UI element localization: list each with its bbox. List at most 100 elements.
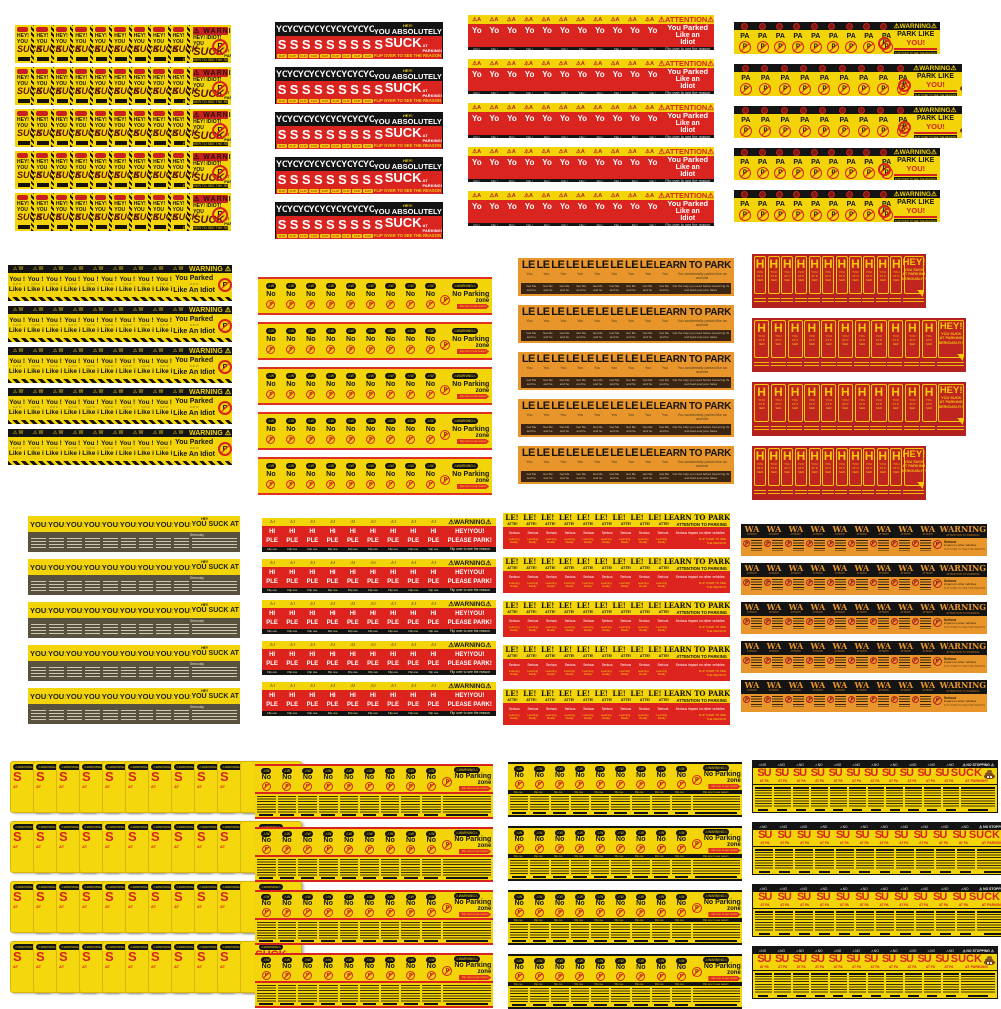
at-tiny: AT — [36, 783, 42, 789]
ple-token: PLE — [266, 701, 278, 708]
warning-badge: ⚠WARNING⚠ — [451, 463, 478, 469]
warning-label: WARNING ⚠ — [188, 266, 232, 273]
separator: : — [64, 608, 66, 615]
sticker-strip: ⚠! ⚠! ⚠! ⚠! ⚠! ⚠! ⚠! ⚠! ⚠! ⚠WARNING⚠ HI HI HI HI HI HI H… — [262, 682, 496, 716]
please-park-label: PLEASE PARK! — [447, 619, 492, 626]
tiny-tail: and lead everyone hates — [684, 382, 718, 387]
at-parking-label: AT PARKING! — [965, 779, 989, 784]
black-band: WA WA WA WA WA WA WA WA WA WARNING ATTENTI ATTENTI A… — [741, 524, 987, 538]
attention-row: ATTE! ATTE! ATTE! ATTE! ATTE! ATTE! ATTE! ATTE!… — [503, 654, 730, 659]
su-token: SU — [792, 953, 807, 966]
no-parking-icon: P — [286, 345, 296, 354]
red-body: HI HI HI HI HI HI HI HI HI HEY!YOU! PLE PLE PLE PLE PL… — [262, 649, 496, 670]
mini-warning-badge: ⚠W — [365, 283, 376, 289]
yo-token: Yo — [507, 202, 517, 211]
mini-sticker: ⚠W No P — [632, 957, 650, 981]
olive-band: Seriously — [28, 575, 240, 595]
flip-block: FLIP OVER TO SEE THE REASON — [671, 625, 728, 634]
micro-print — [787, 426, 803, 432]
no-label: No — [385, 774, 395, 781]
no-parking-icon: P — [890, 617, 898, 625]
micro-print — [192, 667, 238, 679]
impact-label: impact on other vehicles — [943, 699, 977, 704]
attn-token: ATTENTI — [878, 572, 889, 576]
no-parking-icon: P — [818, 125, 831, 137]
micro-print — [862, 298, 874, 304]
mini-card: H YOU AT P SER — [904, 320, 920, 358]
yellow-band: LE! LE! LE! LE! LE! LE! LE! LE! LE! LEARN TO PARK… — [503, 689, 730, 704]
tiny-token: Get Me — [626, 283, 636, 288]
no-parking-icon: P — [426, 781, 436, 791]
no-parking-icon: P — [845, 167, 858, 179]
you-token: You — [560, 460, 567, 464]
le-token: LE! — [612, 689, 626, 698]
hi-token: HI — [289, 569, 296, 576]
mini-flip-bar — [115, 99, 127, 103]
you-token: YOU: — [155, 648, 174, 658]
micro-print — [814, 695, 826, 708]
su-token: SU — [792, 767, 807, 780]
warning-token: ⚠ W — [32, 430, 44, 436]
black-bar — [552, 875, 567, 878]
micro-print — [875, 298, 888, 304]
really-tiny: Really — [657, 540, 666, 545]
micro-print — [156, 538, 172, 550]
warning-label: WARNING ⚠ — [188, 430, 232, 437]
flip-chip: FLIP — [320, 143, 330, 149]
mini-sticker: P — [764, 617, 784, 632]
you-tiny: YOU — [784, 270, 791, 274]
mini-sticker: You ! FLIP W Like i — [63, 437, 81, 461]
attention-token: ⚠A — [593, 60, 603, 67]
mini-sticker: PA P — [854, 73, 874, 96]
you-token: YOU: — [30, 648, 48, 658]
warning-badge: ⚠WARNING⚠ — [82, 944, 106, 950]
separator: : — [118, 608, 120, 615]
you-token: YOU: — [101, 691, 120, 701]
you-token: You ! — [119, 358, 136, 366]
no-parking-icon: P — [827, 695, 835, 703]
at-pa-token: AT PA — [833, 779, 843, 784]
s-letter: S — [128, 829, 137, 844]
you-token: YOU: — [119, 648, 138, 658]
h-letter: H — [891, 385, 900, 399]
warning-token: ⚠ W — [112, 266, 124, 272]
ser-tiny: SER — [756, 278, 764, 283]
le-token: LE — [566, 400, 580, 412]
suck-right: SUCK AT PARKING! — [385, 216, 442, 233]
mini-card: H YOU AT P SER — [921, 384, 937, 422]
fine-print-row: Get Me Get Me Get Me Get Me Get Me Get Me Get … — [523, 378, 729, 383]
like-token: Like i — [45, 286, 63, 294]
micro-print — [792, 790, 810, 808]
micro-print — [550, 988, 569, 1003]
flip-token: Flip ! — [596, 223, 604, 226]
mini-card: H YOU AT P SER — [794, 256, 807, 294]
serious-token: Serious — [601, 663, 613, 667]
subline-row: You You You You You You You You You You accidenta… — [521, 319, 731, 328]
you-suck-label: YOU SUCK — [903, 459, 925, 464]
at-pa-token: AT PA — [760, 903, 770, 908]
flip-token: Flip ove — [408, 711, 419, 716]
please-park-label: PLEASE PARK! — [447, 578, 492, 585]
black-bar — [259, 939, 274, 942]
mini-sticker: ⚠W No P — [381, 893, 400, 917]
mini-warning-badge: ⚠W — [554, 893, 565, 900]
micro-print — [192, 581, 238, 593]
flip-arrow-label: Flip over to see reason — [456, 304, 490, 309]
mini-sticker: PA P — [834, 73, 854, 96]
no-parking-icon: P — [514, 907, 524, 917]
you-token: You ! — [156, 276, 172, 284]
serious-label: Serious — [943, 695, 957, 700]
red-underline-arrow — [913, 90, 958, 92]
bottom-band: Flip ove Flip ove Flip ove Flip ove Flip ove… — [262, 628, 496, 634]
s-token: S — [362, 126, 371, 142]
tiny-token: Get Me — [609, 471, 620, 476]
really-tiny: Really — [565, 628, 574, 633]
no-parking-icon: P — [869, 539, 877, 547]
no-label: No — [323, 900, 333, 907]
you-label: YOU — [114, 81, 126, 87]
flip-reason-label: Flip over to see the reason — [665, 135, 711, 138]
you-tiny: YOU — [893, 270, 900, 274]
you-label: YOU — [75, 81, 87, 87]
